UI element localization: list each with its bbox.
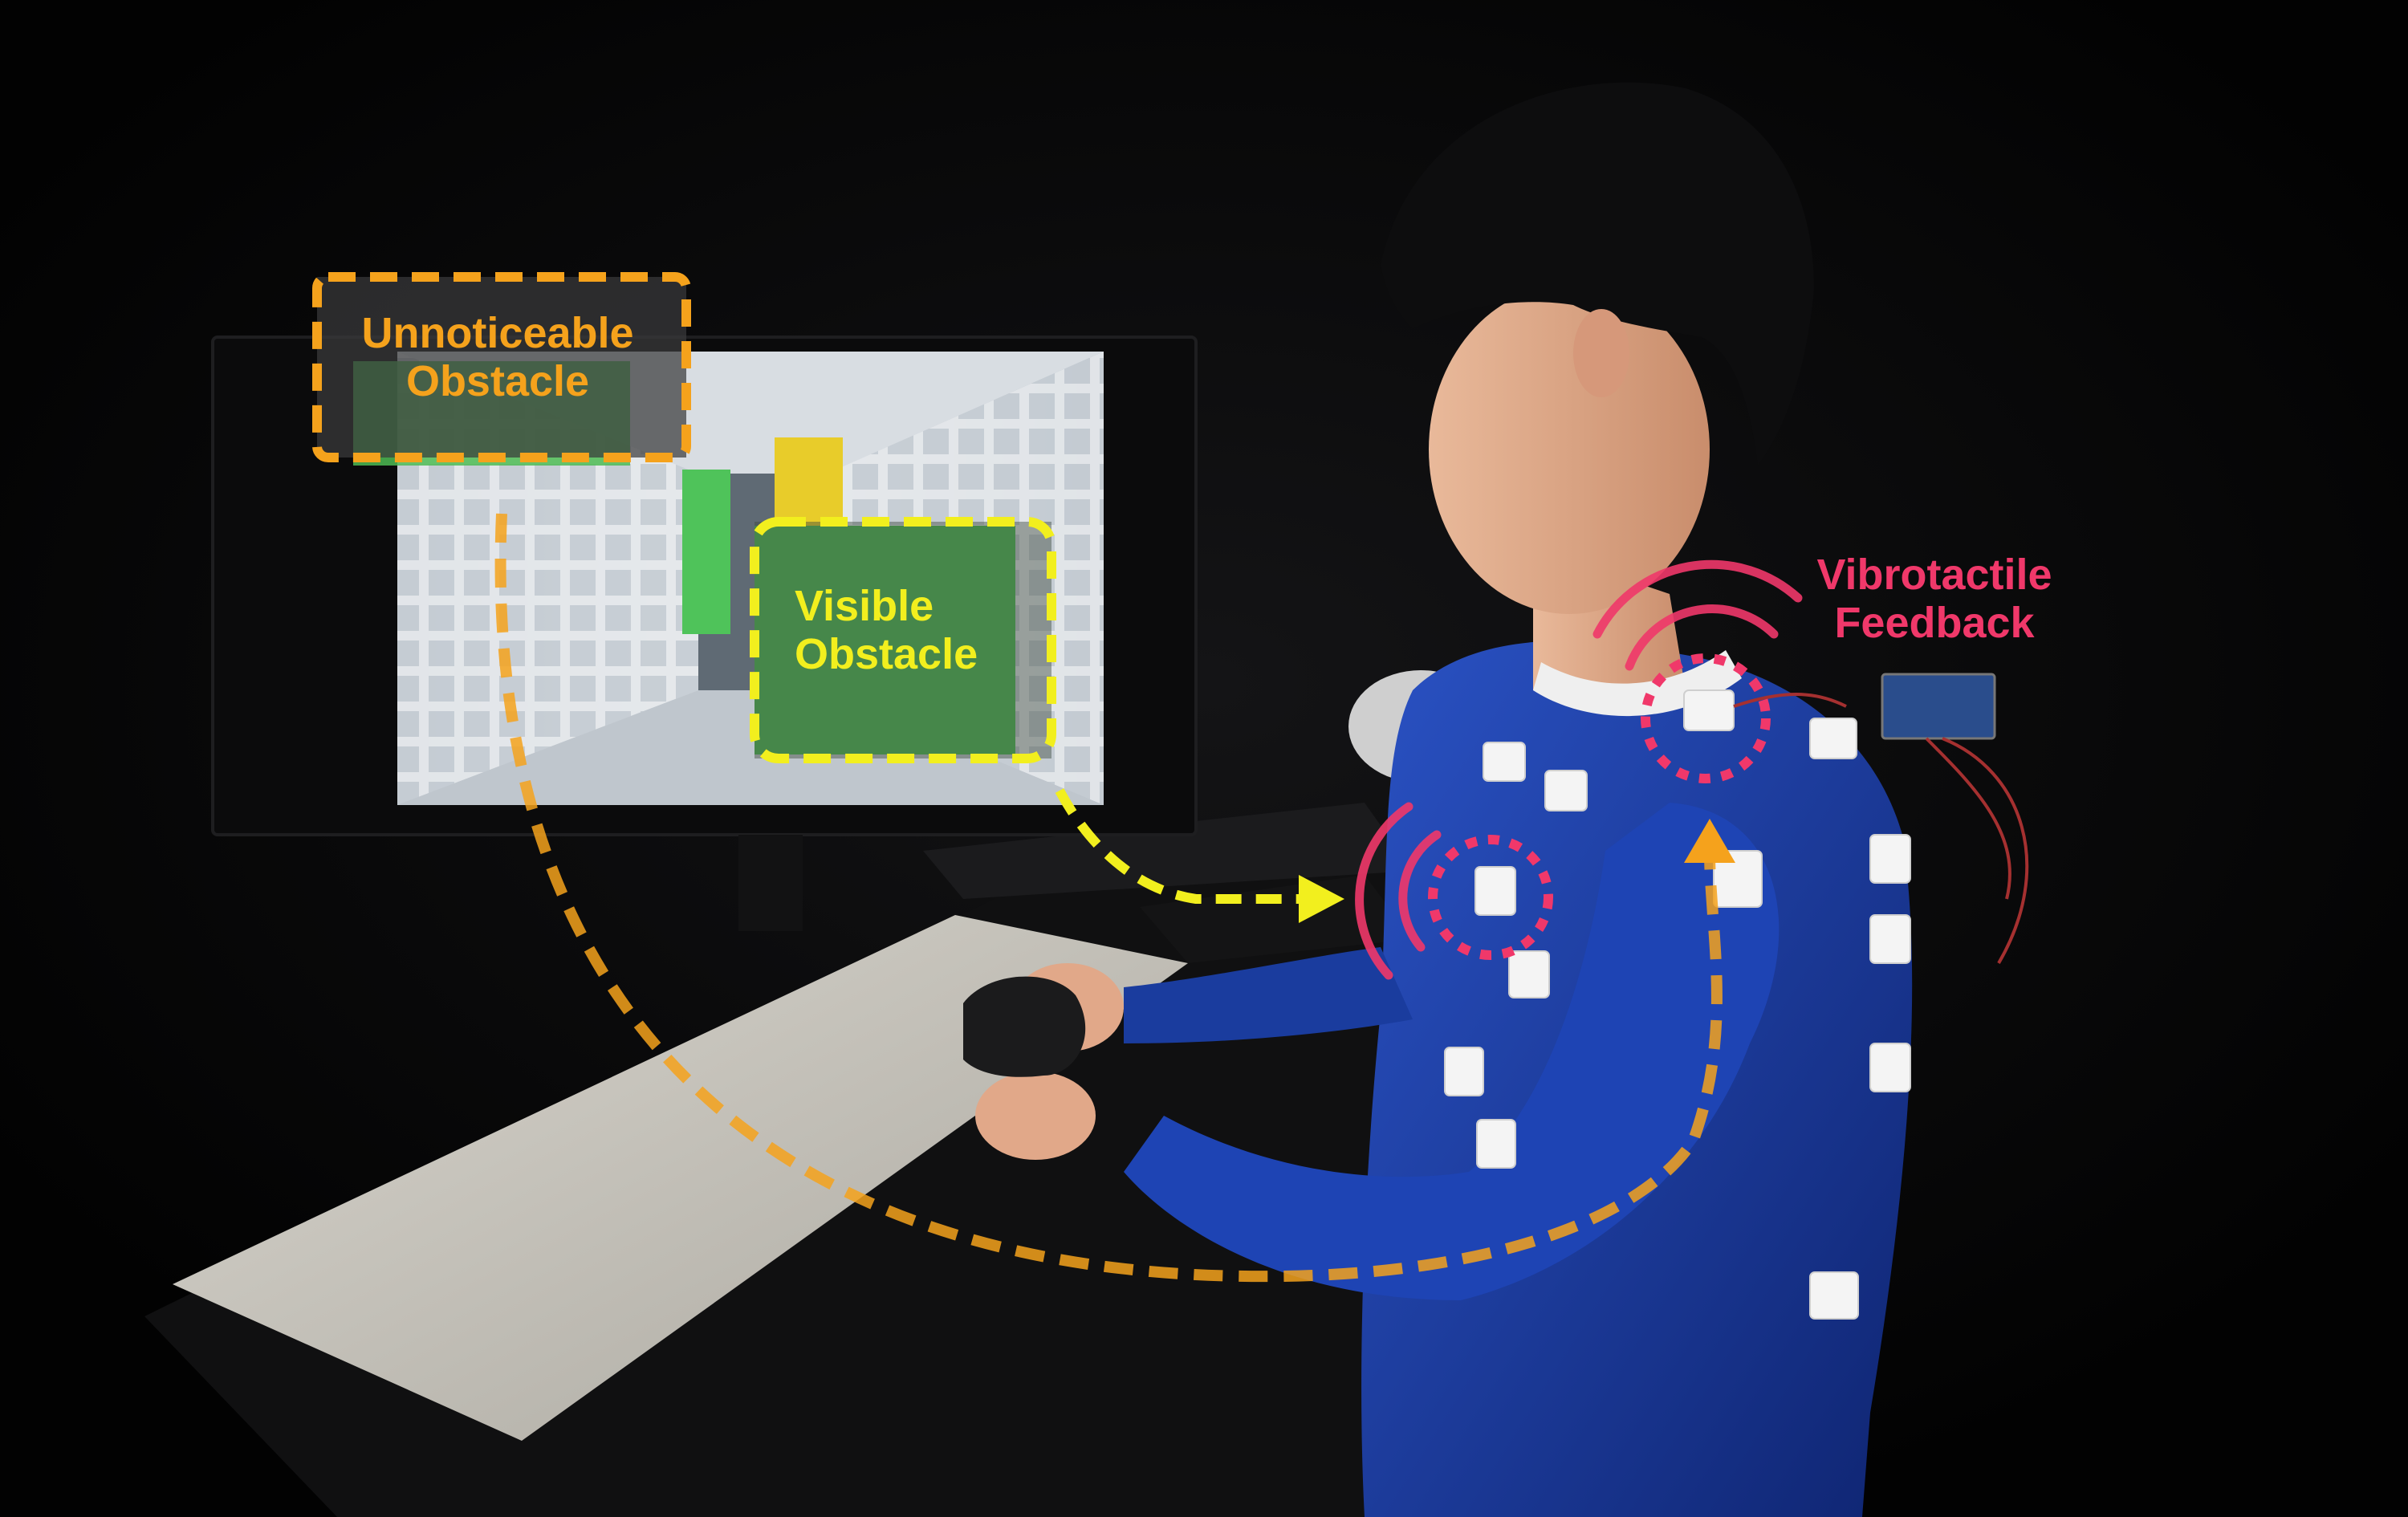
actuator-icon	[1474, 866, 1516, 916]
label-unnoticeable-line2: Obstacle	[405, 357, 590, 406]
actuator-highlight-chest	[1428, 835, 1553, 960]
arrow-icon	[1684, 819, 1735, 863]
person-hand-right	[975, 1072, 1096, 1160]
person-hair	[1381, 82, 1814, 466]
controller-icon	[963, 976, 1086, 1077]
arrow-icon	[1299, 875, 1344, 923]
green-obstacle-near	[755, 526, 1015, 754]
yellow-obstacle	[775, 437, 843, 526]
label-unnoticeable-line1: Unnoticeable	[361, 309, 634, 357]
monitor-stand	[738, 835, 803, 931]
person-arm	[1124, 803, 1780, 1300]
mouse-pad	[1140, 875, 1413, 963]
label-visible-obstacle: Visible Obstacle	[755, 582, 1084, 679]
control-board	[1881, 673, 1996, 740]
label-vibro-line2: Feedback	[1834, 599, 2035, 648]
unnoticeable-box	[312, 272, 691, 462]
keyboard	[923, 803, 1413, 899]
actuator-icon	[1809, 1271, 1859, 1320]
unnoticeable-box-bg	[317, 277, 686, 458]
actuator-group	[1444, 689, 1911, 1320]
label-vibro-line1: Vibrotactile	[1816, 551, 2052, 599]
actuator-icon	[1869, 1043, 1911, 1092]
wires	[1733, 693, 2029, 965]
label-visible-line1: Visible	[795, 582, 934, 630]
green-obstacle-far	[682, 470, 730, 634]
actuator-highlight-shoulder	[1641, 653, 1771, 783]
actuator-icon	[1544, 770, 1588, 811]
visible-box-bg	[755, 522, 1051, 758]
actuator-icon	[1476, 1119, 1516, 1169]
unnoticeable-arrow-path	[494, 513, 1723, 1283]
actuator-icon	[1713, 850, 1763, 908]
label-vibrotactile-feedback: Vibrotactile Feedback	[1778, 551, 2091, 648]
actuator-icon	[1508, 950, 1550, 998]
person-forearm	[1124, 947, 1413, 1043]
visible-box	[750, 517, 1056, 763]
visible-arrow-path	[1055, 788, 1300, 904]
label-visible-line2: Obstacle	[795, 630, 978, 679]
actuator-icon	[1869, 834, 1911, 884]
label-unnoticeable-obstacle: Unnoticeable Obstacle	[317, 309, 678, 406]
person-face	[1429, 285, 1710, 614]
vibration-waves-icon	[1355, 559, 1803, 980]
actuator-icon	[1483, 742, 1526, 782]
desk-mat	[173, 915, 1188, 1441]
actuator-icon	[1444, 1047, 1484, 1096]
corridor-floor	[397, 690, 1104, 805]
actuator-icon	[1683, 689, 1735, 731]
actuator-icon	[1809, 718, 1857, 759]
actuator-icon	[1869, 914, 1911, 964]
person-ear	[1573, 309, 1629, 397]
